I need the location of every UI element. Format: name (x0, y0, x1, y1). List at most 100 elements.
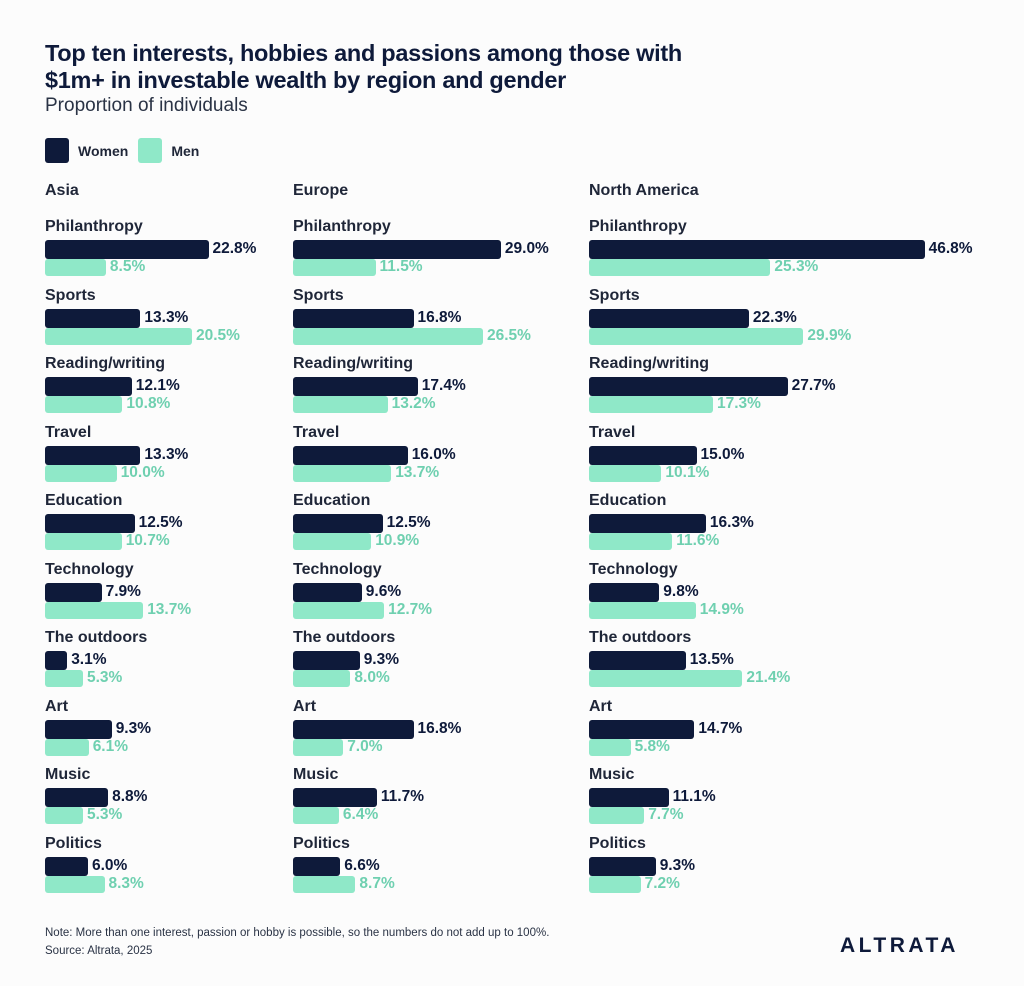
bar-asia-education-women (45, 514, 135, 533)
category-label-music: Music (293, 766, 339, 783)
bar-north-america-sports-men (589, 328, 804, 345)
bar-europe-technology-men (293, 602, 385, 619)
chart-subtitle: Proportion of individuals (45, 95, 248, 116)
bar-asia-art-women (45, 720, 112, 739)
bar-north-america-education-women (589, 514, 706, 533)
bar-north-america-travel-men (589, 465, 662, 482)
bar-north-america-technology-men (589, 602, 696, 619)
category-label-art: Art (293, 698, 317, 715)
value-label-asia-politics-men: 8.3% (108, 875, 144, 892)
bar-europe-politics-women (293, 857, 341, 876)
value-label-asia-sports-men: 20.5% (196, 327, 240, 344)
bar-asia-reading-writing-women (45, 377, 132, 396)
value-label-north-america-music-women: 11.1% (672, 788, 716, 805)
value-label-asia-philanthropy-men: 8.5% (109, 258, 146, 275)
category-label-education: Education (293, 492, 371, 509)
value-label-europe-the-outdoors-women: 9.3% (363, 651, 400, 668)
value-label-north-america-the-outdoors-men: 21.4% (746, 669, 791, 686)
footnote: Note: More than one interest, passion or… (45, 924, 549, 960)
bar-europe-reading-writing-men (293, 396, 388, 413)
bar-asia-travel-women (45, 446, 141, 465)
bar-north-america-technology-women (589, 583, 660, 602)
category-label-sports: Sports (589, 287, 640, 304)
value-label-europe-art-men: 7.0% (347, 738, 383, 755)
bar-europe-philanthropy-men (293, 259, 376, 276)
value-label-asia-education-women: 12.5% (138, 514, 183, 531)
bar-europe-sports-women (293, 309, 414, 328)
value-label-north-america-reading-writing-men: 17.3% (717, 395, 761, 412)
category-label-politics: Politics (45, 835, 102, 852)
value-label-europe-politics-men: 8.7% (359, 875, 395, 892)
category-label-philanthropy: Philanthropy (293, 218, 391, 235)
bar-north-america-politics-men (589, 876, 641, 893)
bar-europe-technology-women (293, 583, 362, 602)
value-label-north-america-sports-men: 29.9% (807, 327, 852, 344)
value-label-asia-education-men: 10.7% (125, 532, 170, 549)
category-label-philanthropy: Philanthropy (45, 218, 143, 235)
category-label-philanthropy: Philanthropy (589, 218, 687, 235)
value-label-asia-reading-writing-women: 12.1% (135, 377, 180, 394)
bar-asia-music-men (45, 807, 83, 824)
value-label-north-america-technology-women: 9.8% (663, 583, 699, 600)
category-label-travel: Travel (589, 424, 636, 441)
bar-north-america-travel-women (589, 446, 697, 465)
region-title-asia: Asia (45, 182, 79, 199)
value-label-north-america-politics-men: 7.2% (644, 875, 680, 892)
value-label-europe-education-men: 10.9% (375, 532, 420, 549)
category-label-education: Education (45, 492, 123, 509)
bar-north-america-reading-writing-women (589, 377, 788, 396)
value-label-europe-technology-men: 12.7% (388, 601, 433, 618)
bar-asia-travel-men (45, 465, 117, 482)
bar-asia-technology-women (45, 583, 102, 602)
value-label-asia-travel-men: 10.0% (120, 464, 165, 481)
value-label-north-america-education-men: 11.6% (676, 532, 720, 549)
value-label-asia-reading-writing-men: 10.8% (126, 395, 171, 412)
bar-north-america-the-outdoors-men (589, 670, 743, 687)
bar-asia-art-men (45, 739, 89, 756)
value-label-europe-sports-women: 16.8% (417, 309, 462, 326)
value-label-europe-reading-writing-men: 13.2% (391, 395, 436, 412)
bar-north-america-sports-women (589, 309, 749, 328)
bar-europe-art-women (293, 720, 414, 739)
category-label-reading-writing: Reading/writing (293, 355, 413, 372)
bar-europe-travel-men (293, 465, 392, 482)
bar-asia-reading-writing-men (45, 396, 123, 413)
legend-swatch-women (45, 138, 69, 163)
category-label-politics: Politics (589, 835, 646, 852)
value-label-asia-art-women: 9.3% (115, 720, 152, 737)
bar-asia-education-men (45, 533, 122, 550)
value-label-north-america-music-men: 7.7% (648, 806, 684, 823)
value-label-asia-technology-men: 13.7% (147, 601, 192, 618)
value-label-asia-the-outdoors-men: 5.3% (87, 669, 123, 686)
value-label-asia-technology-women: 7.9% (105, 583, 141, 600)
category-label-reading-writing: Reading/writing (589, 355, 709, 372)
bar-europe-music-men (293, 807, 339, 824)
legend-label-men: Men (171, 142, 200, 159)
category-label-art: Art (589, 698, 613, 715)
value-label-europe-music-men: 6.4% (342, 806, 379, 823)
value-label-europe-philanthropy-men: 11.5% (379, 258, 423, 275)
bar-north-america-education-men (589, 533, 673, 550)
bar-europe-education-women (293, 514, 383, 533)
category-label-politics: Politics (293, 835, 350, 852)
bar-asia-music-women (45, 788, 109, 807)
category-label-the-outdoors: The outdoors (293, 629, 396, 646)
value-label-asia-philanthropy-women: 22.8% (212, 240, 257, 257)
bar-north-america-art-men (589, 739, 631, 756)
value-label-europe-the-outdoors-men: 8.0% (354, 669, 390, 686)
category-label-sports: Sports (293, 287, 344, 304)
bar-asia-philanthropy-men (45, 259, 106, 276)
legend-label-women: Women (78, 142, 129, 159)
value-label-europe-philanthropy-women: 29.0% (504, 240, 549, 257)
value-label-north-america-philanthropy-women: 46.8% (928, 240, 973, 257)
category-label-art: Art (45, 698, 69, 715)
category-label-the-outdoors: The outdoors (45, 629, 148, 646)
legend-swatch-men (138, 138, 163, 163)
value-label-north-america-philanthropy-men: 25.3% (774, 258, 819, 275)
value-label-europe-art-women: 16.8% (417, 720, 462, 737)
category-label-the-outdoors: The outdoors (589, 629, 692, 646)
bar-north-america-art-women (589, 720, 695, 739)
value-label-north-america-travel-women: 15.0% (700, 446, 745, 463)
value-label-north-america-sports-women: 22.3% (752, 309, 797, 326)
bar-north-america-music-men (589, 807, 645, 824)
